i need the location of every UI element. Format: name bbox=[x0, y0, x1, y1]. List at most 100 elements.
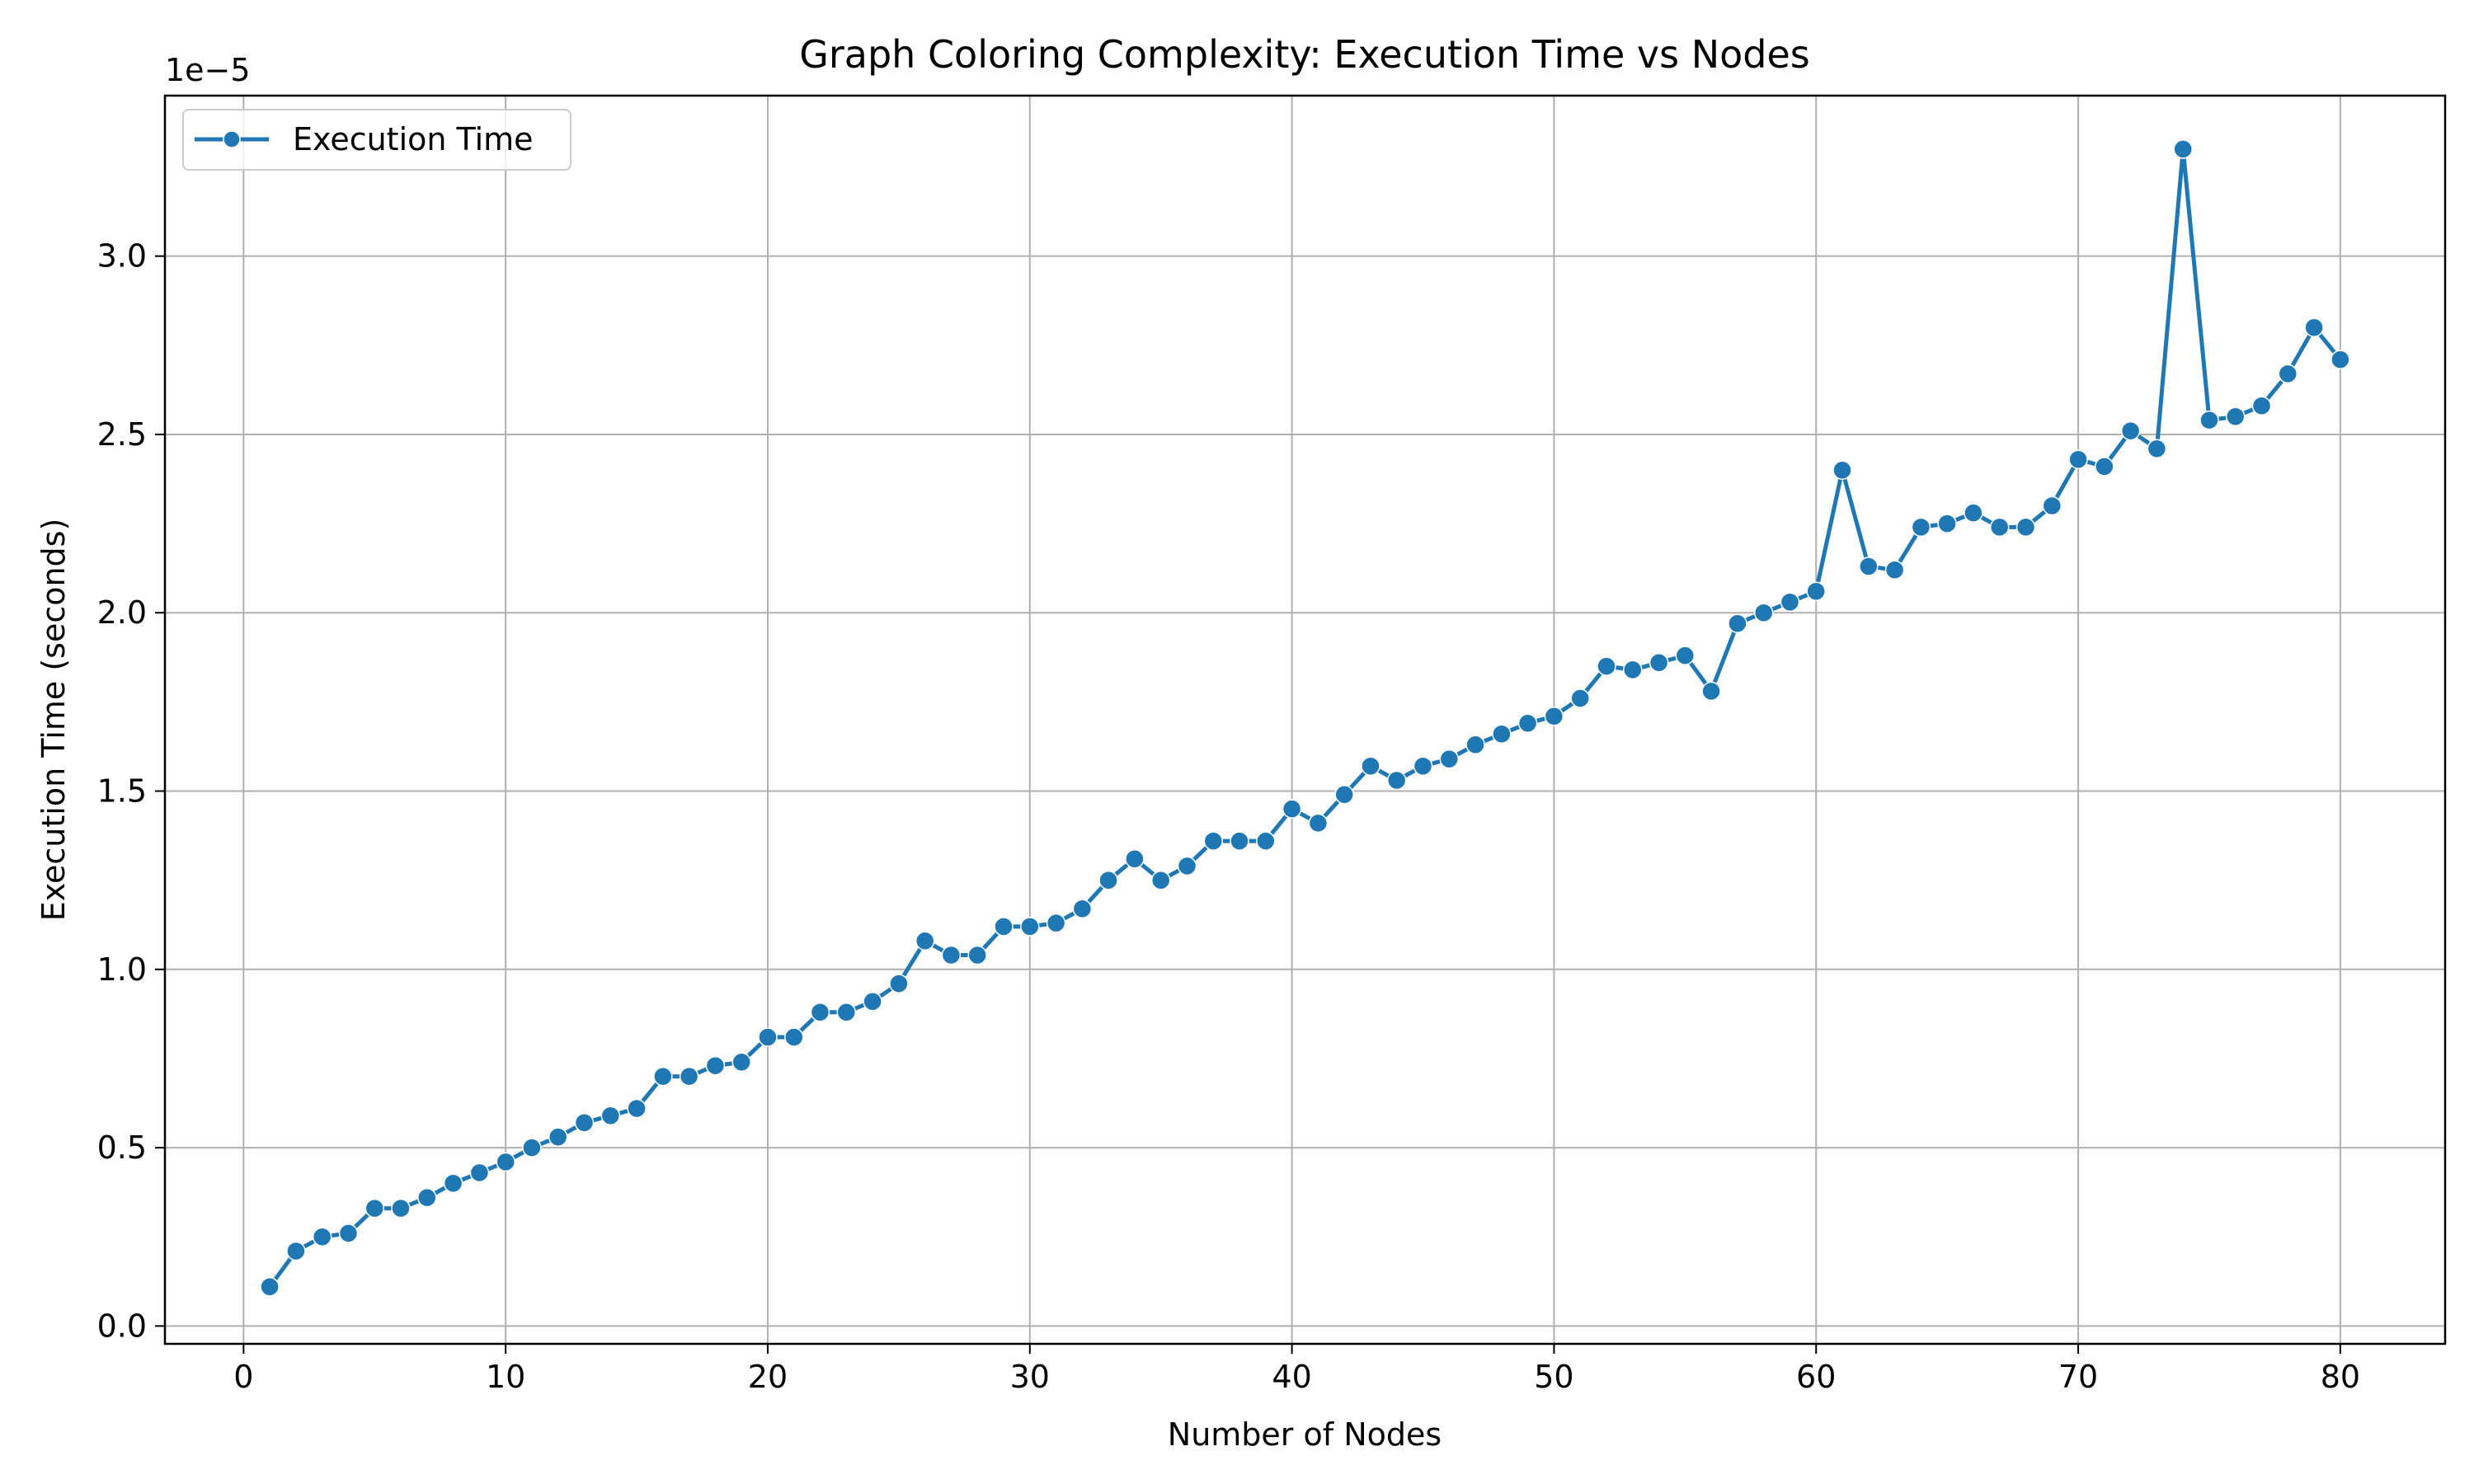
data-point bbox=[1413, 756, 1433, 776]
data-point bbox=[2068, 449, 2088, 469]
data-point bbox=[1177, 856, 1197, 876]
data-point bbox=[2278, 364, 2298, 384]
data-point bbox=[705, 1055, 726, 1076]
chart-title: Graph Coloring Complexity: Execution Tim… bbox=[799, 32, 1810, 77]
data-point bbox=[679, 1066, 699, 1087]
x-tick-label: 60 bbox=[1796, 1359, 1836, 1395]
data-point bbox=[1570, 688, 1590, 708]
data-point bbox=[1753, 603, 1774, 622]
y-tick-label: 1.5 bbox=[97, 773, 147, 810]
data-point bbox=[889, 974, 909, 993]
data-point bbox=[1701, 681, 1721, 702]
legend: Execution Time bbox=[182, 109, 571, 171]
data-point bbox=[1125, 848, 1145, 869]
data-point bbox=[496, 1152, 515, 1172]
data-point bbox=[1937, 514, 1957, 533]
legend-box bbox=[182, 109, 571, 171]
data-point bbox=[2042, 495, 2062, 516]
data-point bbox=[994, 917, 1014, 937]
data-point bbox=[758, 1027, 778, 1047]
data-point bbox=[1780, 592, 1800, 613]
data-point bbox=[1230, 831, 1249, 851]
data-point bbox=[967, 945, 987, 965]
axis-ticks: 0 10 20 30 40 50 60 70 80 0.0 0.5 1.0 1.5 2.0 2.5 3.0 bbox=[97, 238, 2360, 1395]
legend-label: Execution Time bbox=[293, 121, 534, 157]
data-point bbox=[1492, 724, 1512, 744]
y-axis-label: Execution Time (seconds) bbox=[35, 519, 72, 922]
data-point bbox=[810, 1002, 830, 1022]
data-point bbox=[1256, 831, 1276, 851]
y-tick-label: 0.5 bbox=[97, 1129, 147, 1166]
data-point bbox=[653, 1066, 673, 1087]
data-point bbox=[2173, 139, 2193, 159]
data-point bbox=[1334, 785, 1354, 805]
data-point bbox=[1098, 870, 1118, 890]
data-point bbox=[2331, 350, 2350, 369]
data-point bbox=[1282, 799, 1302, 819]
x-tick-label: 40 bbox=[1272, 1359, 1311, 1395]
legend-marker-swatch bbox=[223, 130, 241, 148]
x-axis-label: Number of Nodes bbox=[1168, 1416, 1442, 1453]
data-point bbox=[2015, 517, 2036, 538]
data-point bbox=[836, 1002, 857, 1022]
data-point bbox=[391, 1198, 411, 1219]
series-layer bbox=[260, 139, 2350, 1297]
y-tick-label: 2.0 bbox=[97, 594, 147, 631]
data-point bbox=[1989, 517, 2010, 538]
data-point bbox=[1439, 749, 1460, 769]
data-point bbox=[1911, 517, 1931, 538]
x-tick-label: 10 bbox=[486, 1359, 525, 1395]
data-point bbox=[1597, 656, 1616, 676]
y-tick-label: 1.0 bbox=[97, 951, 147, 988]
data-point bbox=[522, 1138, 542, 1158]
data-point bbox=[417, 1187, 437, 1208]
data-point bbox=[2147, 439, 2167, 458]
x-tick-label: 80 bbox=[2321, 1359, 2360, 1395]
data-point bbox=[2095, 457, 2114, 477]
data-point bbox=[1072, 899, 1093, 919]
data-point bbox=[338, 1223, 359, 1243]
data-point bbox=[915, 931, 935, 951]
y-tick-label: 3.0 bbox=[97, 238, 147, 275]
x-tick-label: 0 bbox=[233, 1359, 253, 1395]
data-point bbox=[1859, 556, 1879, 576]
data-point bbox=[1046, 913, 1066, 933]
data-point bbox=[2304, 317, 2324, 337]
data-point bbox=[1465, 735, 1485, 755]
y-tick-label: 2.5 bbox=[97, 416, 147, 453]
data-point bbox=[600, 1106, 621, 1125]
data-point bbox=[1806, 581, 1826, 602]
data-point bbox=[1649, 653, 1669, 673]
data-point bbox=[863, 991, 882, 1012]
data-point bbox=[1544, 706, 1564, 726]
data-point bbox=[1386, 770, 1407, 791]
data-point bbox=[2199, 410, 2219, 430]
data-point bbox=[941, 945, 962, 965]
data-point bbox=[260, 1277, 280, 1297]
x-tick-label: 30 bbox=[1010, 1359, 1050, 1395]
data-point bbox=[1150, 870, 1171, 890]
data-point bbox=[1728, 613, 1747, 633]
data-point bbox=[548, 1127, 568, 1147]
data-point bbox=[1361, 756, 1380, 776]
data-point bbox=[1964, 503, 1983, 523]
data-point bbox=[1517, 713, 1538, 734]
data-point bbox=[365, 1198, 385, 1219]
data-point bbox=[1884, 560, 1905, 580]
x-tick-label: 70 bbox=[2058, 1359, 2098, 1395]
data-point bbox=[2251, 396, 2272, 416]
x-tick-label: 50 bbox=[1534, 1359, 1573, 1395]
data-point bbox=[1623, 660, 1643, 680]
data-point bbox=[784, 1027, 804, 1047]
data-point bbox=[627, 1098, 647, 1119]
data-point bbox=[1203, 831, 1224, 851]
data-point bbox=[2225, 406, 2246, 427]
data-point bbox=[731, 1052, 751, 1073]
data-point bbox=[2120, 420, 2141, 441]
data-point bbox=[574, 1113, 595, 1133]
data-point bbox=[1308, 813, 1329, 834]
y-axis-offset-label: 1e−5 bbox=[165, 52, 251, 88]
plot-frame bbox=[163, 94, 2447, 1345]
